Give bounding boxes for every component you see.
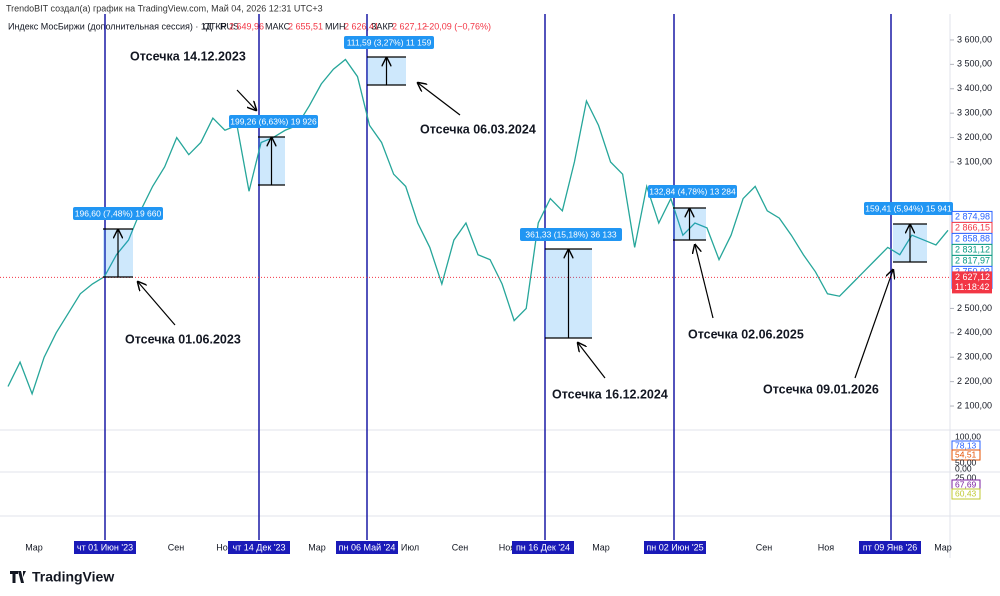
cutoff-label: Отсечка 09.01.2026 — [763, 382, 879, 396]
x-tick-label: Ноя — [499, 542, 516, 552]
y-tick-label: 3 400,00 — [957, 83, 992, 93]
date-highlight — [228, 541, 290, 554]
symbol: Индекс МосБиржи (дополнительная сессия) … — [8, 21, 239, 31]
cutoff-label: Отсечка 14.12.2023 — [130, 49, 246, 63]
y-tick-label: 3 100,00 — [957, 156, 992, 166]
measure-label-bg — [648, 185, 737, 198]
cutoff-label: Отсечка 02.06.2025 — [688, 327, 804, 341]
indicator-box — [951, 449, 981, 461]
price-label: 2 817,97 — [955, 255, 990, 265]
price-label: 2 831,12 — [955, 244, 990, 254]
date-highlight — [336, 541, 398, 554]
measure-label: 196,60 (7,48%) 19 660 — [75, 208, 162, 218]
indicator-label: 60,43 — [955, 488, 977, 498]
cutoff-arrow — [695, 245, 714, 319]
measure-label-bg — [229, 115, 318, 128]
date-label: чт 14 Дек '23 — [232, 542, 285, 552]
y-tick-label: 2 500,00 — [957, 303, 992, 313]
x-tick-label: Июл — [401, 542, 419, 552]
cutoff-arrow — [138, 282, 176, 326]
measure-label-bg — [864, 202, 953, 215]
date-label: пн 16 Дек '24 — [516, 542, 570, 552]
price-label: 2 858,88 — [955, 233, 990, 243]
cutoff-arrow — [236, 89, 256, 110]
legend: Индекс МосБиржи (дополнительная сессия) … — [8, 21, 491, 31]
measure-label-bg — [344, 36, 434, 49]
measure-label: 361,33 (15,18%) 36 133 — [525, 229, 616, 239]
cutoff-label: Отсечка 06.03.2024 — [420, 122, 536, 136]
brand: TradingView — [32, 569, 114, 585]
brand-logo — [10, 571, 26, 583]
x-tick-label: Мар — [308, 542, 326, 552]
price-line — [7, 58, 949, 396]
high: 2 655,51 — [288, 21, 323, 31]
indicator-label: 54,51 — [955, 449, 977, 459]
x-tick-label: Мар — [592, 542, 610, 552]
indicator-label: 25,00 — [955, 472, 977, 482]
y-tick-label: 3 600,00 — [957, 34, 992, 44]
x-tick-label: Мар — [934, 542, 952, 552]
measure-label: 159,41 (5,94%) 15 941 — [865, 203, 952, 213]
date-highlight — [859, 541, 921, 554]
date-label: пн 02 Июн '25 — [646, 542, 703, 552]
open: 2 649,96 — [229, 21, 264, 31]
indicator-box — [951, 488, 981, 500]
date-highlight — [512, 541, 574, 554]
last-price-label: 2 627,12 — [955, 272, 990, 282]
measure-label: 199,26 (6,63%) 19 926 — [230, 116, 317, 126]
x-tick-label: Сен — [452, 542, 469, 552]
price-label: 2 874,98 — [955, 211, 990, 221]
close: 2 627,12 — [392, 21, 427, 31]
date-label: пн 06 Май '24 — [339, 542, 396, 552]
cutoff-arrow — [418, 83, 461, 116]
date-label: чт 01 Июн '23 — [77, 542, 133, 552]
x-tick-label: Мар — [25, 542, 43, 552]
date-label: пт 09 Янв '26 — [863, 542, 918, 552]
indicator-label: 78,13 — [955, 440, 977, 450]
cutoff-label: Отсечка 01.06.2023 — [125, 332, 241, 346]
y-tick-label: 2 400,00 — [957, 327, 992, 337]
low: 2 626,41 — [344, 21, 379, 31]
indicator-label: 100,00 — [955, 431, 981, 441]
measure-label-bg — [520, 228, 622, 241]
y-tick-label: 3 500,00 — [957, 59, 992, 69]
measure-label: 132,84 (4,78%) 13 284 — [649, 186, 736, 196]
y-tick-label: 3 200,00 — [957, 132, 992, 142]
y-tick-label: 3 300,00 — [957, 108, 992, 118]
open-label: ОТКР — [203, 21, 227, 31]
y-tick-label: 2 100,00 — [957, 400, 992, 410]
date-highlight — [74, 541, 136, 554]
low-label: МИН — [325, 21, 345, 31]
x-tick-label: Сен — [756, 542, 773, 552]
y-tick-label: 2 300,00 — [957, 352, 992, 362]
countdown: 11:18:42 — [955, 282, 989, 292]
price-label: 2 866,15 — [955, 222, 990, 232]
change: −20,09 (−0,76%) — [424, 21, 491, 31]
last-price-box — [952, 271, 992, 294]
measure-label: 111,59 (3,27%) 11 159 — [347, 37, 432, 47]
cutoff-label: Отсечка 16.12.2024 — [552, 387, 668, 401]
cutoff-arrow — [578, 343, 606, 379]
x-tick-label: Ноя — [818, 542, 835, 552]
close-label: ЗАКР — [371, 21, 394, 31]
indicator-label: 0,00 — [955, 463, 972, 473]
high-label: МАКС — [265, 21, 291, 31]
x-tick-label: Сен — [168, 542, 185, 552]
indicator-label: 67,69 — [955, 479, 977, 489]
x-tick-label: Но — [216, 542, 228, 552]
price-label: 2 750,03 — [955, 266, 990, 276]
cutoff-arrow — [854, 270, 893, 379]
y-tick-label: 2 200,00 — [957, 376, 992, 386]
measure-label-bg — [73, 207, 163, 220]
credit: TrendoBIT создал(а) график на TradingVie… — [6, 3, 323, 13]
indicator-label: 50,00 — [955, 457, 977, 467]
date-highlight — [644, 541, 706, 554]
